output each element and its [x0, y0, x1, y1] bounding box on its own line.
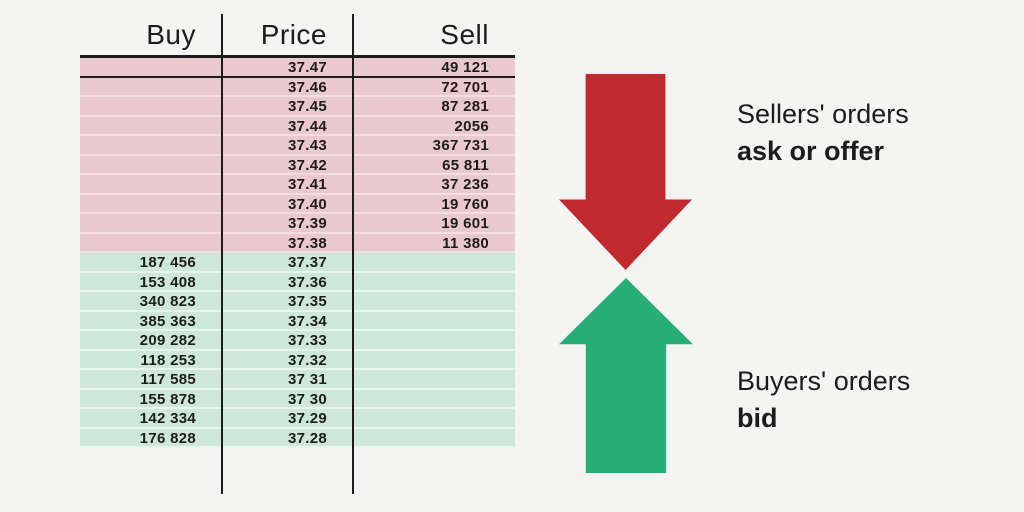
- buy-cell: [80, 78, 222, 98]
- price-cell: 37.28: [287, 429, 327, 447]
- order-row: 37.44 2056: [80, 116, 515, 137]
- down-arrow-icon: [559, 74, 692, 270]
- price-cell: 37.37: [287, 254, 327, 271]
- sell-cell: 19 760: [441, 195, 489, 213]
- buy-cell: [80, 97, 222, 117]
- order-row: 37.39 19 601: [80, 214, 515, 234]
- price-cell: 37 30: [287, 390, 327, 408]
- buy-cell: [80, 175, 222, 195]
- order-row: 142 334 37.29: [80, 409, 515, 429]
- price-sell-column-divider: [352, 14, 354, 494]
- buy-cell: [80, 117, 222, 137]
- order-row: 37.46 72 701: [80, 77, 515, 98]
- buy-cell: 118 253: [140, 351, 196, 369]
- order-row: 209 282 37.33: [80, 331, 515, 351]
- price-cell: 37.43: [287, 137, 327, 154]
- sell-cell: 87 281: [441, 98, 489, 115]
- buy-cell: [80, 58, 222, 78]
- sell-cell: [353, 253, 515, 273]
- sell-cell: [353, 331, 515, 351]
- order-rows: 37.47 49 121 37.46 72 701 37.45 87 281 3…: [80, 55, 515, 448]
- order-row: 37.38 11 380: [80, 233, 515, 254]
- buy-cell: [80, 234, 222, 254]
- sell-cell: 2056: [454, 117, 489, 135]
- price-column-header: Price: [260, 19, 327, 50]
- sell-column-header: Sell: [440, 19, 489, 50]
- order-row: 187 456 37.37: [80, 253, 515, 273]
- price-cell: 37.38: [287, 234, 327, 252]
- order-row: 37.42 65 811: [80, 155, 515, 176]
- buyers-orders-label: Buyers' orders bid: [737, 363, 910, 437]
- price-cell: 37.39: [287, 215, 327, 232]
- sell-cell: 49 121: [441, 59, 489, 76]
- ask-or-offer-text: ask or offer: [737, 136, 885, 166]
- buy-cell: [80, 156, 222, 176]
- order-row: 37.45 87 281: [80, 97, 515, 117]
- price-cell: 37.41: [287, 176, 327, 193]
- price-cell: 37.35: [287, 293, 327, 310]
- sell-cell: 367 731: [432, 137, 489, 154]
- order-row: 117 585 37 31: [80, 370, 515, 390]
- price-cell: 37.32: [287, 351, 327, 369]
- price-cell: 37.36: [287, 273, 327, 291]
- price-cell: 37.42: [287, 156, 327, 174]
- order-row: 385 363 37.34: [80, 311, 515, 332]
- buy-cell: 153 408: [139, 273, 196, 291]
- buy-cell: 142 334: [139, 410, 196, 427]
- price-cell: 37.47: [287, 59, 327, 76]
- price-cell: 37.46: [287, 78, 327, 96]
- sell-cell: [353, 370, 515, 390]
- price-cell: 37.29: [287, 410, 327, 427]
- price-cell: 37.33: [287, 332, 327, 349]
- sell-cell: 65 811: [442, 156, 489, 174]
- buy-cell: 209 282: [139, 332, 196, 349]
- order-row: 155 878 37 30: [80, 389, 515, 410]
- buy-cell: 340 823: [139, 293, 196, 310]
- order-row: 153 408 37.36: [80, 272, 515, 293]
- order-row: 118 253 37.32: [80, 350, 515, 371]
- price-cell: 37 31: [287, 371, 327, 388]
- buy-cell: [80, 195, 222, 215]
- buy-cell: 385 363: [139, 312, 196, 330]
- sell-cell: [353, 292, 515, 312]
- sell-cell: 19 601: [441, 215, 489, 232]
- order-row: 37.47 49 121: [80, 58, 515, 78]
- sell-cell: [353, 273, 515, 293]
- buy-cell: 155 878: [139, 390, 196, 408]
- price-cell: 37.45: [287, 98, 327, 115]
- bid-text: bid: [737, 403, 778, 433]
- order-row: 37.43 367 731: [80, 136, 515, 156]
- buy-price-column-divider: [221, 14, 223, 494]
- order-book-table: Buy Price Sell 37.47 49 121 37.46 72 701…: [80, 14, 515, 496]
- order-row: 340 823 37.35: [80, 292, 515, 312]
- buy-cell: [80, 214, 222, 234]
- sell-cell: [353, 429, 515, 449]
- buy-cell: 176 828: [139, 429, 196, 447]
- sellers-orders-label: Sellers' orders ask or offer: [737, 96, 909, 170]
- price-cell: 37.34: [287, 312, 327, 330]
- price-cell: 37.44: [287, 117, 327, 135]
- sell-cell: 72 701: [441, 78, 489, 96]
- order-row: 176 828 37.28: [80, 428, 515, 449]
- sell-cell: [353, 390, 515, 410]
- sell-cell: [353, 409, 515, 429]
- buy-cell: 117 585: [140, 371, 196, 388]
- order-row: 37.41 37 236: [80, 175, 515, 195]
- buy-cell: [80, 136, 222, 156]
- price-cell: 37.40: [287, 195, 327, 213]
- sell-cell: 11 380: [442, 234, 489, 252]
- buy-cell: 187 456: [139, 254, 196, 271]
- buyers-orders-text: Buyers' orders: [737, 366, 911, 396]
- sell-cell: [353, 351, 515, 371]
- sell-cell: 37 236: [441, 176, 489, 193]
- sell-cell: [353, 312, 515, 332]
- buy-column-header: Buy: [146, 19, 196, 50]
- sellers-orders-text: Sellers' orders: [737, 99, 909, 129]
- up-arrow-icon: [559, 278, 693, 473]
- order-row: 37.40 19 760: [80, 194, 515, 215]
- table-header-row: Buy Price Sell: [80, 14, 515, 55]
